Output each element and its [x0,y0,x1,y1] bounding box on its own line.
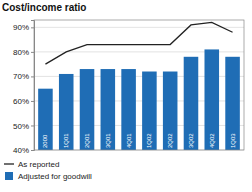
bar [101,69,116,150]
bar [225,57,240,150]
x-tick-label: 2Q02 [167,133,173,148]
bar [142,72,157,150]
y-tick: 70% [13,72,34,81]
y-tick-mark [31,27,34,28]
x-tick-label: 1Q03 [230,133,236,148]
x-tick-label: 2Q01 [84,133,90,148]
x-tick-label: 2000 [42,134,48,148]
y-tick-mark [31,150,34,151]
x-tick-label: 1Q02 [146,133,152,148]
bar [184,57,199,150]
grid-line [34,27,244,28]
bar [38,89,53,150]
x-tick-label: 3Q02 [188,133,194,148]
bar [59,74,74,150]
x-labels: 2000 1Q01 2Q01 3Q01 4Q01 1Q02 2Q02 3Q02 4Q02 1Q03 [42,133,235,148]
bar [204,49,219,150]
legend: As reported Adjusted for goodwill [4,160,92,181]
x-tick-label: 1Q01 [63,133,69,148]
y-tick-label: 50% [13,122,29,131]
y-tick: 80% [13,48,34,57]
title: Cost/income ratio [2,2,86,13]
bar [163,72,178,150]
y-tick-label: 70% [13,72,29,81]
legend-swatch [5,172,13,180]
legend-label: As reported [18,160,59,169]
y-tick-mark [31,125,34,126]
chart: Cost/income ratio 40% 50% 60% 70% 80% 90% 2000 1… [0,0,252,192]
y-tick-mark [31,101,34,102]
legend-swatch [4,163,14,164]
y-tick-label: 60% [13,97,29,106]
y-tick: 60% [13,97,34,106]
plot-frame [34,20,244,150]
y-tick-mark [31,76,34,77]
legend-label: Adjusted for goodwill [18,172,92,181]
plot: 40% 50% 60% 70% 80% 90% 2000 1Q01 2Q01 3Q01 4Q01 1Q… [13,20,244,155]
bar-series [38,49,240,150]
y-tick: 90% [13,23,34,32]
marks [38,22,240,150]
x-tick-label: 3Q01 [105,133,111,148]
x-tick-label: 4Q02 [209,133,215,148]
y-tick: 50% [13,122,34,131]
y-tick-label: 80% [13,48,29,57]
legend-item: As reported [4,160,59,169]
legend-item: Adjusted for goodwill [5,172,92,181]
x-tick-label: 4Q01 [126,133,132,148]
y-tick-label: 90% [13,23,29,32]
y-axis: 40% 50% 60% 70% 80% 90% [13,21,35,156]
y-tick-label: 40% [13,146,29,155]
y-tick: 40% [13,146,34,155]
bar [80,69,95,150]
bar [121,69,136,150]
line [45,22,232,64]
y-axis-line [31,21,35,151]
grid [34,27,244,150]
y-tick-mark [31,52,34,53]
